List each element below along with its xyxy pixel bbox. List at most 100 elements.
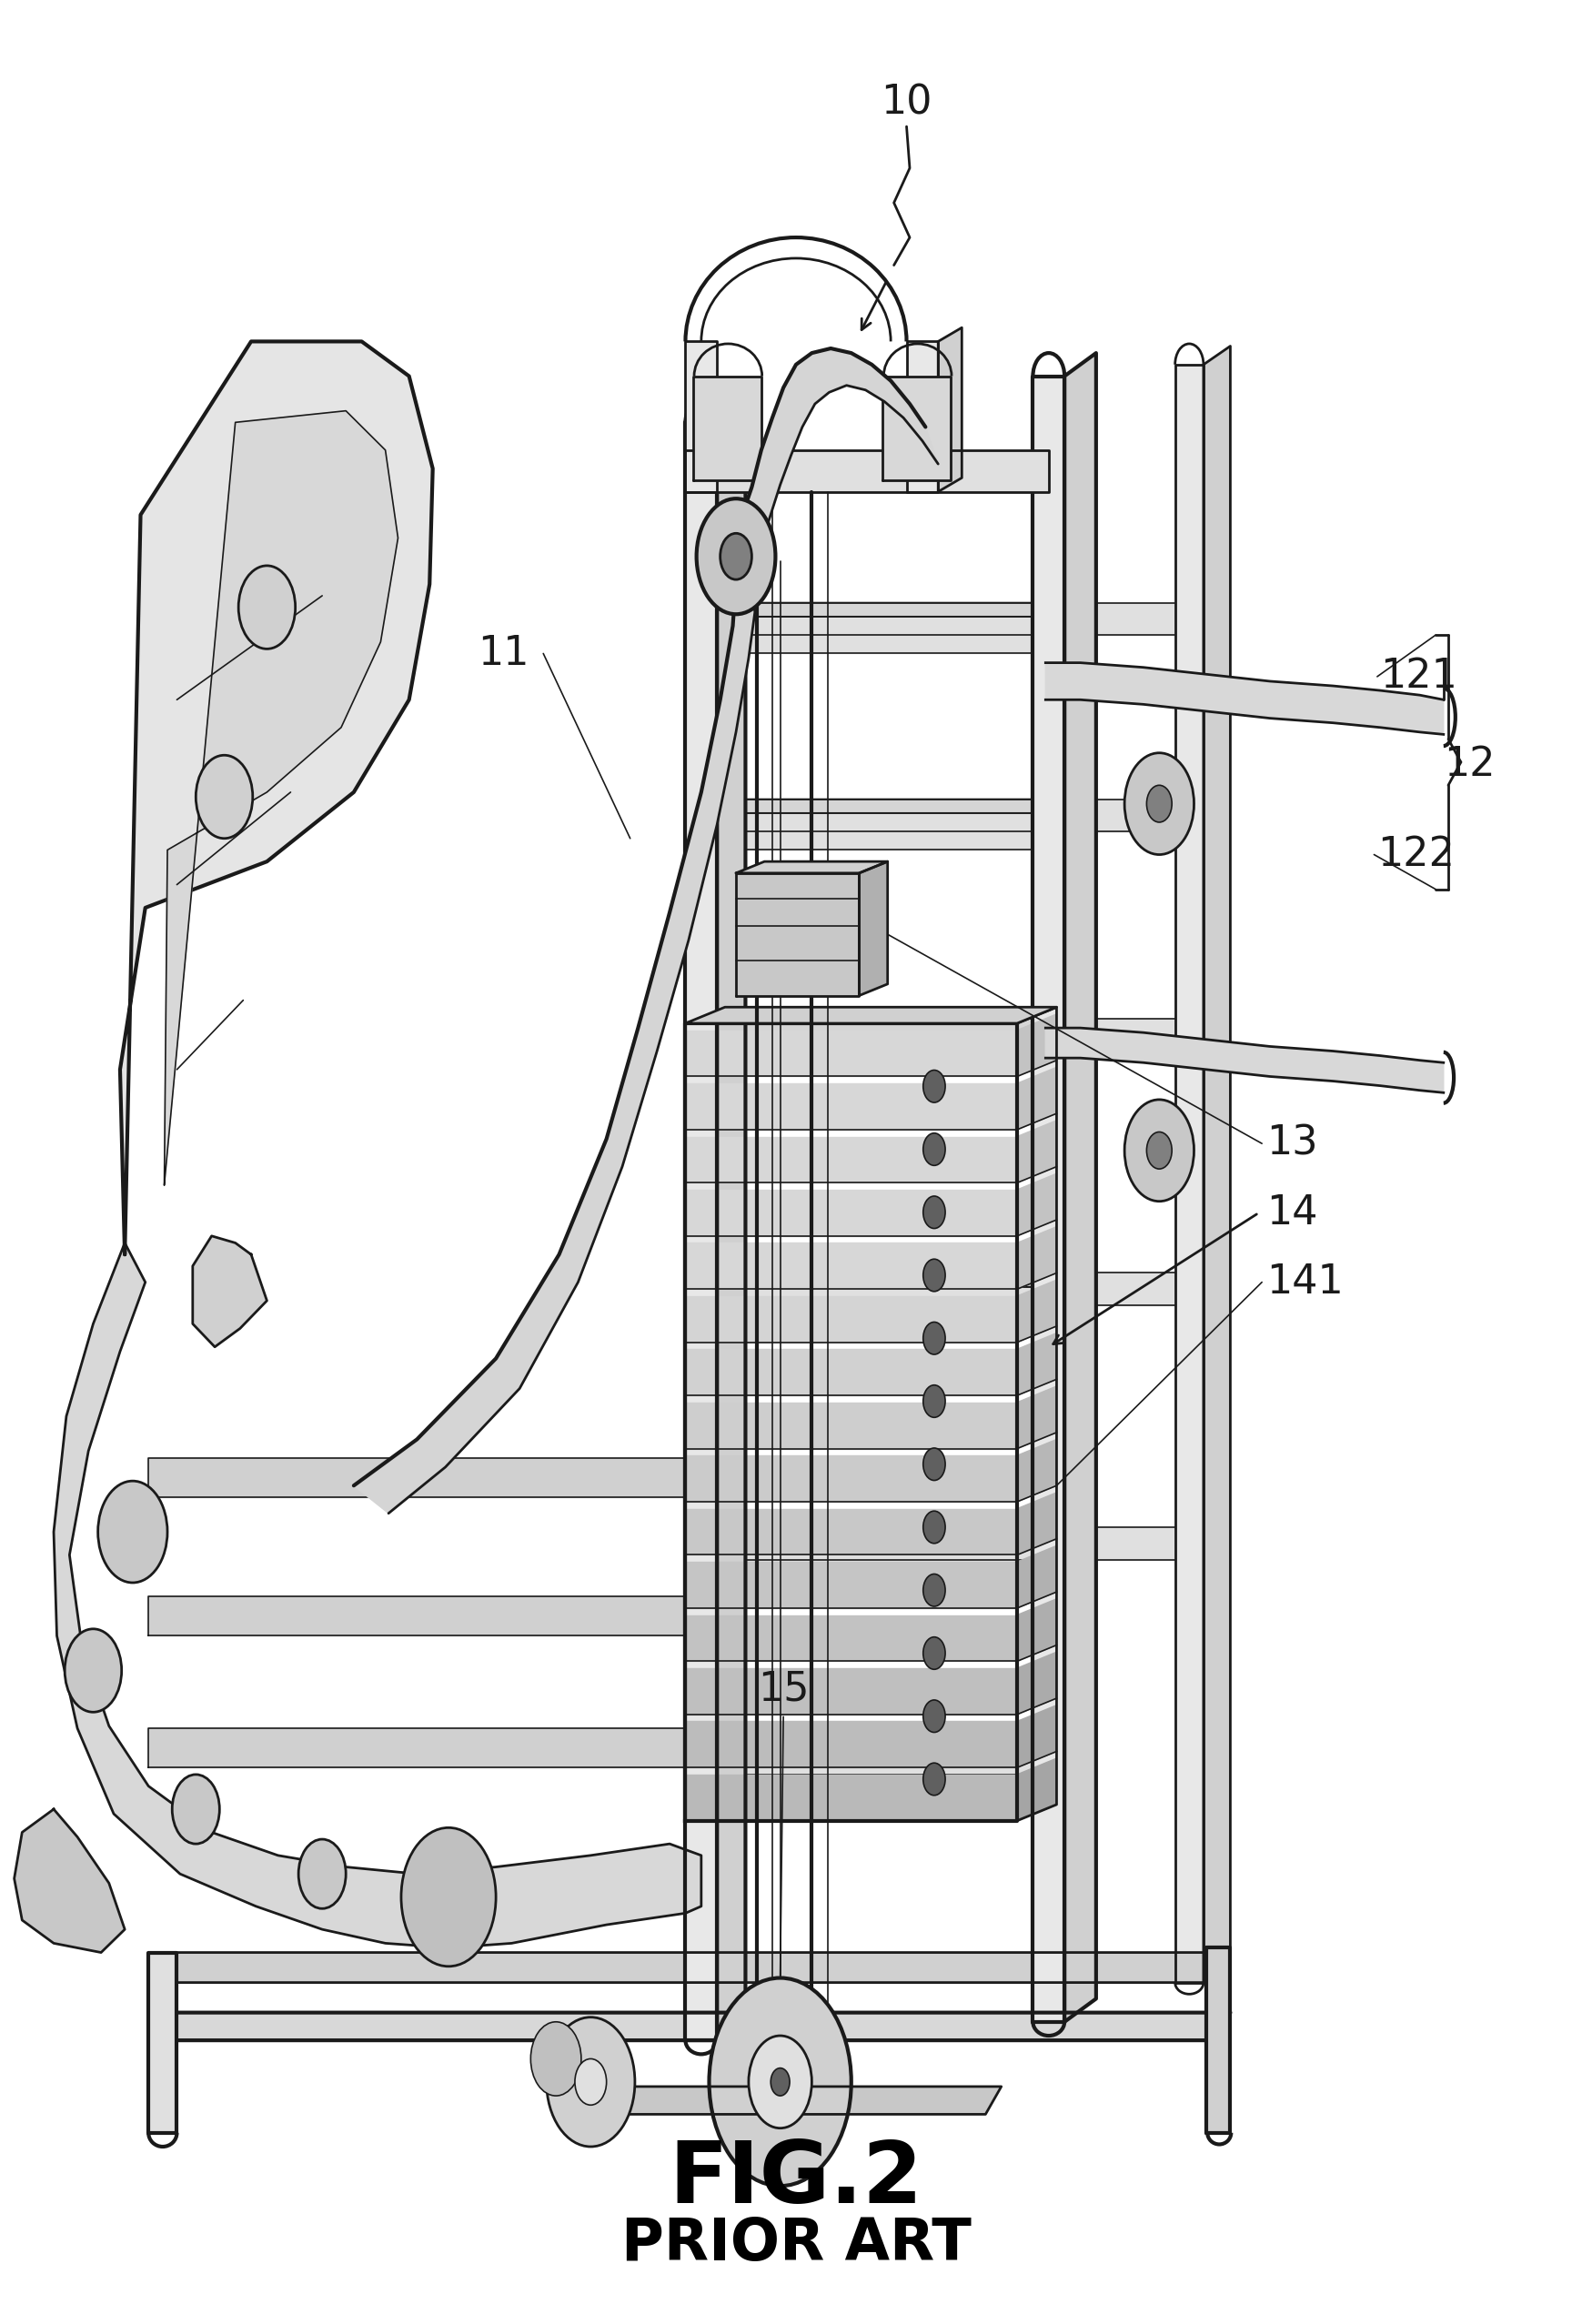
Polygon shape [1017, 1281, 1057, 1343]
Polygon shape [686, 342, 716, 493]
Polygon shape [1017, 1439, 1057, 1501]
Polygon shape [716, 1032, 1033, 1069]
Text: 12: 12 [1444, 746, 1495, 783]
Polygon shape [686, 1776, 1017, 1820]
Polygon shape [1017, 1759, 1057, 1820]
Polygon shape [1017, 1652, 1057, 1715]
Circle shape [530, 2022, 581, 2096]
Polygon shape [686, 1455, 1017, 1501]
Polygon shape [736, 874, 860, 995]
Circle shape [923, 1197, 946, 1229]
Polygon shape [716, 1527, 1049, 1541]
Polygon shape [745, 1527, 1204, 1559]
Polygon shape [729, 349, 938, 574]
Circle shape [923, 1069, 946, 1102]
Circle shape [720, 532, 751, 579]
Circle shape [401, 1827, 497, 1966]
Polygon shape [686, 1615, 1017, 1662]
Polygon shape [1017, 1013, 1057, 1076]
Text: 121: 121 [1380, 658, 1458, 697]
Circle shape [299, 1838, 345, 1908]
Polygon shape [148, 1457, 686, 1497]
Polygon shape [686, 423, 716, 2040]
Polygon shape [686, 451, 1049, 493]
Polygon shape [1017, 1174, 1057, 1236]
Polygon shape [716, 1274, 1049, 1287]
Polygon shape [1207, 1948, 1231, 2133]
Circle shape [1124, 1099, 1194, 1202]
Polygon shape [193, 1236, 267, 1348]
Polygon shape [353, 541, 755, 1513]
Circle shape [923, 1764, 946, 1796]
Circle shape [923, 1636, 946, 1669]
Circle shape [196, 755, 253, 839]
Polygon shape [148, 2013, 1231, 2040]
Circle shape [771, 2068, 790, 2096]
Circle shape [708, 1978, 852, 2187]
Polygon shape [1017, 1545, 1057, 1608]
Circle shape [239, 565, 296, 648]
Polygon shape [1017, 1706, 1057, 1769]
Polygon shape [686, 1401, 1017, 1448]
Polygon shape [716, 602, 1049, 616]
Polygon shape [686, 1350, 1017, 1394]
Circle shape [99, 1480, 167, 1583]
Polygon shape [1017, 1067, 1057, 1129]
Polygon shape [694, 376, 761, 481]
Polygon shape [607, 2087, 1001, 2115]
Polygon shape [716, 1287, 1033, 1325]
Polygon shape [1017, 1492, 1057, 1555]
Circle shape [172, 1776, 220, 1843]
Polygon shape [686, 1136, 1017, 1183]
Text: FIG.2: FIG.2 [669, 2138, 923, 2222]
Polygon shape [1017, 1227, 1057, 1290]
Polygon shape [686, 1297, 1017, 1343]
Polygon shape [1017, 1385, 1057, 1448]
Text: 14: 14 [1267, 1192, 1318, 1232]
Polygon shape [716, 1738, 1033, 1776]
Polygon shape [860, 862, 888, 995]
Polygon shape [686, 1083, 1017, 1129]
Polygon shape [745, 602, 1204, 634]
Polygon shape [938, 328, 962, 493]
Circle shape [923, 1699, 946, 1731]
Polygon shape [1207, 1959, 1231, 2040]
Text: PRIOR ART: PRIOR ART [621, 2215, 971, 2273]
Polygon shape [1046, 1027, 1444, 1092]
Polygon shape [686, 1562, 1017, 1608]
Polygon shape [148, 1729, 686, 1769]
Circle shape [575, 2059, 607, 2106]
Polygon shape [1033, 376, 1065, 2022]
Polygon shape [716, 813, 1033, 851]
Polygon shape [686, 1669, 1017, 1715]
Text: 141: 141 [1267, 1262, 1344, 1301]
Circle shape [923, 1260, 946, 1292]
Polygon shape [686, 1006, 1057, 1023]
Circle shape [923, 1573, 946, 1606]
Polygon shape [716, 616, 1033, 653]
Polygon shape [164, 411, 398, 1185]
Polygon shape [884, 376, 950, 481]
Polygon shape [716, 799, 1049, 813]
Circle shape [1124, 753, 1194, 855]
Circle shape [923, 1448, 946, 1480]
Polygon shape [686, 1190, 1017, 1236]
Polygon shape [716, 1018, 1049, 1032]
Polygon shape [716, 1724, 1049, 1738]
Polygon shape [1017, 1334, 1057, 1394]
Polygon shape [716, 1541, 1033, 1578]
Polygon shape [745, 1274, 1204, 1306]
Circle shape [923, 1322, 946, 1355]
Text: 122: 122 [1377, 834, 1455, 874]
Polygon shape [148, 1952, 1231, 1982]
Polygon shape [148, 1597, 686, 1636]
Circle shape [1146, 786, 1172, 823]
Circle shape [748, 2036, 812, 2129]
Polygon shape [1017, 1599, 1057, 1662]
Circle shape [923, 1511, 946, 1543]
Polygon shape [906, 342, 938, 493]
Circle shape [923, 1134, 946, 1164]
Polygon shape [1065, 353, 1095, 2022]
Polygon shape [119, 342, 433, 1255]
Circle shape [923, 1385, 946, 1418]
